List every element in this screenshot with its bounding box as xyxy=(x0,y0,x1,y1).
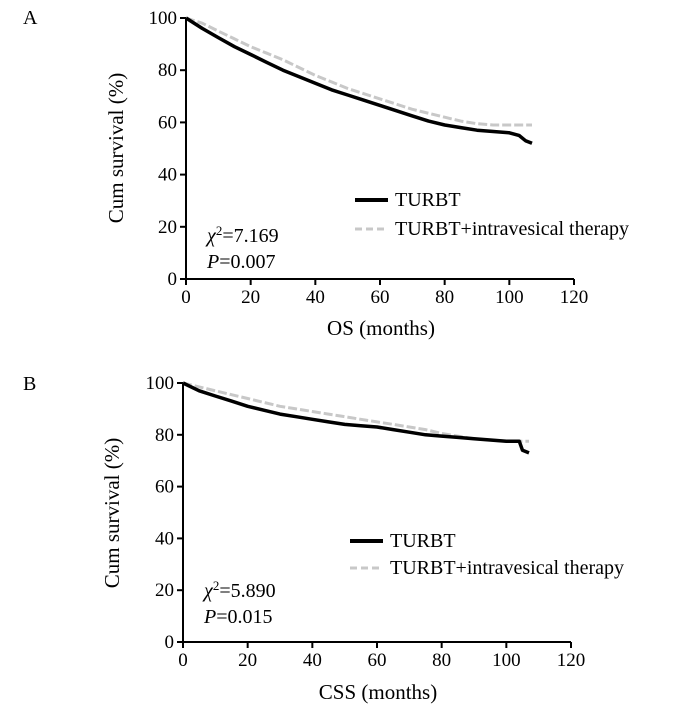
y-tick-label: 0 xyxy=(165,632,175,653)
x-tick-label: 120 xyxy=(560,287,589,308)
chi-symbol: χ xyxy=(202,580,214,602)
chi-exponent: 2 xyxy=(216,223,223,238)
axes xyxy=(182,383,571,643)
y-tick-label: 60 xyxy=(158,112,177,133)
panel-label: A xyxy=(23,7,38,29)
x-tick-label: 20 xyxy=(241,287,260,308)
chi-exponent: 2 xyxy=(213,578,220,593)
chi-value: =7.169 xyxy=(222,225,278,247)
x-tick-label: 0 xyxy=(181,287,191,308)
panel-b: B Cum survival (%) CSS (months) 02040608… xyxy=(23,373,624,704)
panel-label: B xyxy=(23,373,36,395)
p-value-stat: P=0.015 xyxy=(203,606,273,628)
x-tick-label: 80 xyxy=(435,287,454,308)
y-tick-label: 80 xyxy=(155,425,174,446)
x-tick-label: 0 xyxy=(178,650,188,671)
x-tick-labels: 0 20 40 60 80 100 120 xyxy=(181,287,588,308)
p-symbol: P xyxy=(203,606,216,628)
chi-value: =5.890 xyxy=(219,580,275,602)
x-tick-label: 100 xyxy=(495,287,524,308)
y-tick-label: 100 xyxy=(149,8,178,29)
y-tick-label: 20 xyxy=(155,580,174,601)
y-tick-label: 60 xyxy=(155,477,174,498)
x-tick-label: 60 xyxy=(368,650,387,671)
x-axis-title: OS (months) xyxy=(327,316,435,340)
p-value: =0.007 xyxy=(219,251,275,273)
x-tick-label: 100 xyxy=(492,650,521,671)
x-tick-label: 60 xyxy=(371,287,390,308)
x-tick-label: 20 xyxy=(238,650,257,671)
curve-turbt xyxy=(185,16,533,145)
y-tick-label: 20 xyxy=(158,217,177,238)
y-axis-title: Cum survival (%) xyxy=(100,438,124,588)
y-tick-label: 40 xyxy=(155,528,174,549)
x-tick-labels: 0 20 40 60 80 100 120 xyxy=(178,650,585,671)
legend-label-turbt: TURBT xyxy=(395,189,461,211)
legend-label-combo: TURBT+intravesical therapy xyxy=(395,218,629,240)
y-tick-label: 100 xyxy=(146,373,175,394)
legend-label-combo: TURBT+intravesical therapy xyxy=(390,557,624,579)
survival-curves xyxy=(185,16,533,145)
x-axis-title: CSS (months) xyxy=(319,680,437,704)
chi-square-stat: χ2=7.169 xyxy=(205,223,279,248)
p-symbol: P xyxy=(206,251,219,273)
x-tick-label: 120 xyxy=(557,650,586,671)
y-tick-label: 40 xyxy=(158,165,177,186)
p-value-stat: P=0.007 xyxy=(206,251,276,273)
chi-symbol: χ xyxy=(205,225,217,247)
y-tick-label: 0 xyxy=(168,269,178,290)
y-axis-title: Cum survival (%) xyxy=(104,73,128,223)
curve-turbt-intravesical xyxy=(185,16,532,127)
curve-turbt-intravesical xyxy=(182,381,529,443)
curve-turbt xyxy=(182,381,530,455)
p-value: =0.015 xyxy=(216,606,272,628)
y-tick-labels: 0 20 40 60 80 100 xyxy=(149,8,178,290)
x-tick-label: 40 xyxy=(303,650,322,671)
x-tick-label: 40 xyxy=(306,287,325,308)
y-tick-labels: 0 20 40 60 80 100 xyxy=(146,373,175,653)
axes xyxy=(185,18,574,280)
x-tick-label: 80 xyxy=(432,650,451,671)
survival-curves xyxy=(182,381,530,455)
chi-square-stat: χ2=5.890 xyxy=(202,578,276,603)
legend-label-turbt: TURBT xyxy=(390,530,456,552)
y-tick-label: 80 xyxy=(158,60,177,81)
panel-a: A Cum survival (%) OS (months) 020406080… xyxy=(23,7,629,340)
